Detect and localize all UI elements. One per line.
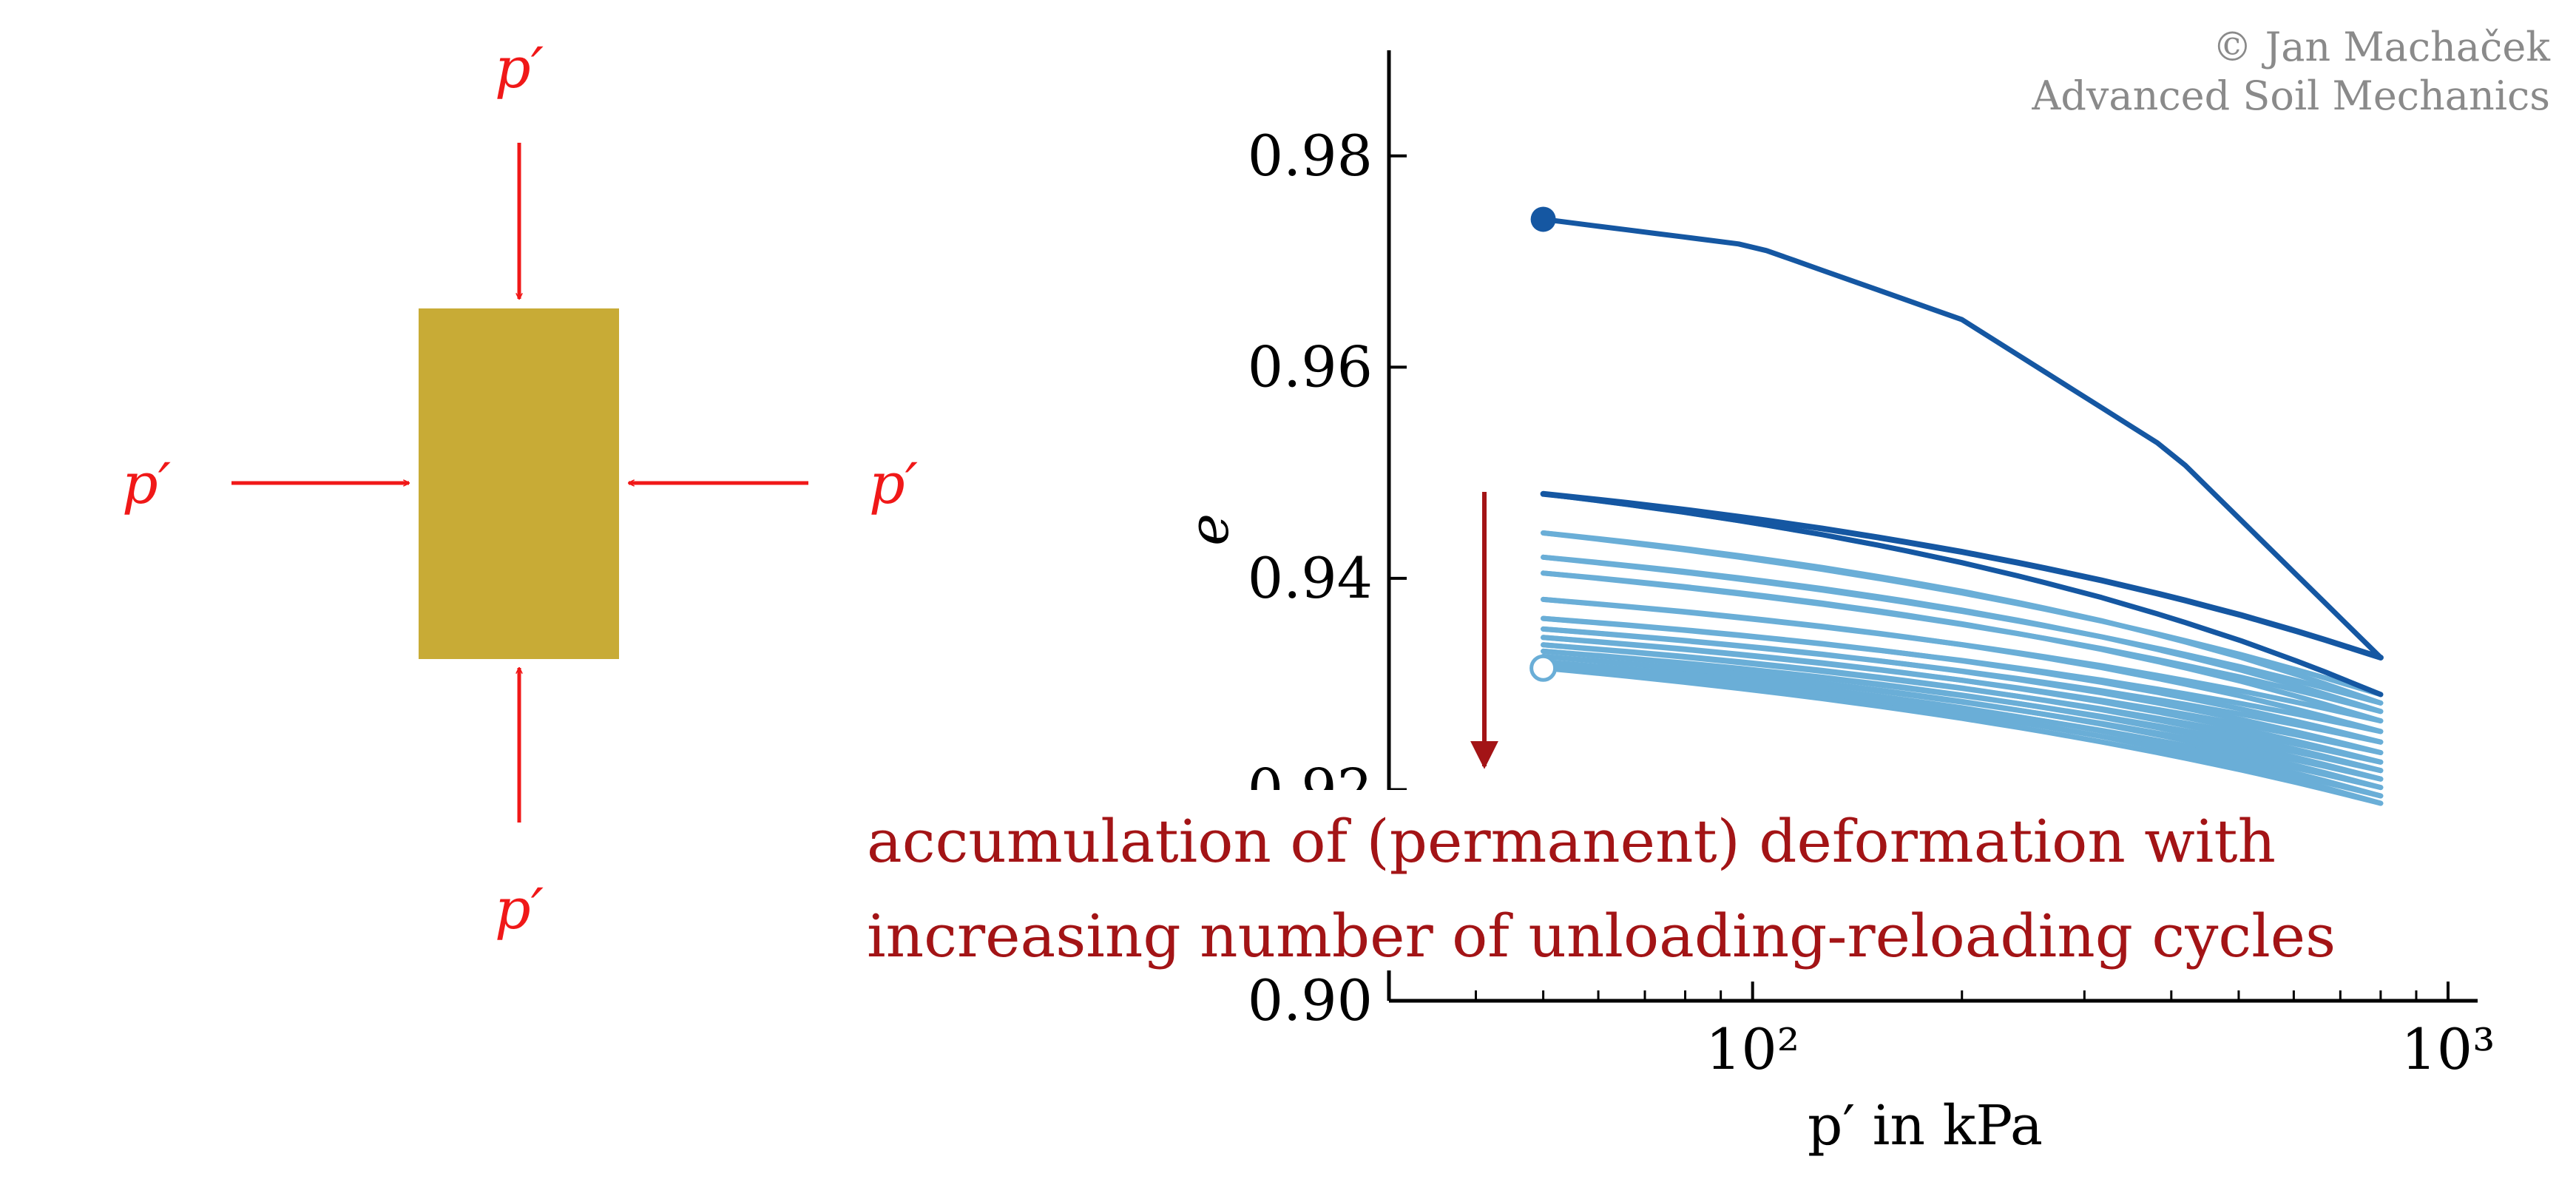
y-tick-label: 0.90 — [1248, 967, 1373, 1033]
soil-sample-block — [419, 308, 619, 659]
copyright-note: © Jan Machaček Advanced Soil Mechanics — [2031, 24, 2551, 119]
reloading-curve — [1541, 615, 2384, 745]
first-unloading-curve — [1540, 490, 2384, 661]
reloading-curve — [1541, 570, 2384, 724]
end-point-marker — [1529, 654, 1558, 682]
accumulation-annotation: accumulation of (permanent) deformation … — [858, 492, 2336, 970]
reloading-curve — [1541, 659, 2384, 799]
first-reloading-curve — [1541, 491, 2384, 698]
loading-diagram: p′ p′ p′ p′ — [122, 35, 918, 942]
x-tick-label: 10³ — [2401, 1016, 2495, 1082]
void-ratio-chart: 0.980.960.940.920.90 10² 10³ e p′ in kPa — [1177, 50, 2495, 1158]
reloading-curve — [1541, 554, 2384, 715]
reloading-curve — [1541, 648, 2384, 782]
unloading-curve — [1541, 665, 2384, 806]
reloading-curve — [1541, 654, 2384, 791]
reloading-curve — [1541, 642, 2384, 774]
y-tick-label: 0.94 — [1248, 545, 1373, 611]
initial-loading-curve — [1541, 216, 2384, 661]
copyright-course: Advanced Soil Mechanics — [2031, 72, 2550, 119]
bottom-load-label: p′ — [495, 876, 544, 942]
reloading-curve — [1541, 596, 2384, 734]
copyright-author: © Jan Machaček — [2212, 24, 2551, 70]
reloading-curve — [1541, 626, 2384, 755]
top-load-label: p′ — [495, 35, 544, 101]
chart-markers — [1529, 206, 1558, 682]
y-axis-title: e — [1177, 513, 1241, 546]
start-point-marker — [1530, 206, 1556, 232]
x-tick-labels: 10² 10³ — [1705, 1016, 2495, 1082]
reloading-curve — [1541, 530, 2384, 706]
x-axis-title: p′ in kPa — [1808, 1094, 2043, 1158]
annotation-line-2: increasing number of unloading-reloading… — [867, 902, 2336, 970]
left-load-label: p′ — [122, 450, 171, 516]
y-tick-label: 0.96 — [1248, 334, 1373, 399]
annotation-backdrop — [858, 790, 2248, 970]
chart-series — [1540, 216, 2384, 806]
x-tick-label: 10² — [1705, 1016, 1799, 1082]
right-load-label: p′ — [869, 450, 918, 516]
y-tick-label: 0.98 — [1248, 123, 1373, 189]
reloading-curve — [1541, 635, 2384, 765]
annotation-line-1: accumulation of (permanent) deformation … — [867, 807, 2276, 876]
reloading-curve — [1541, 662, 2384, 806]
